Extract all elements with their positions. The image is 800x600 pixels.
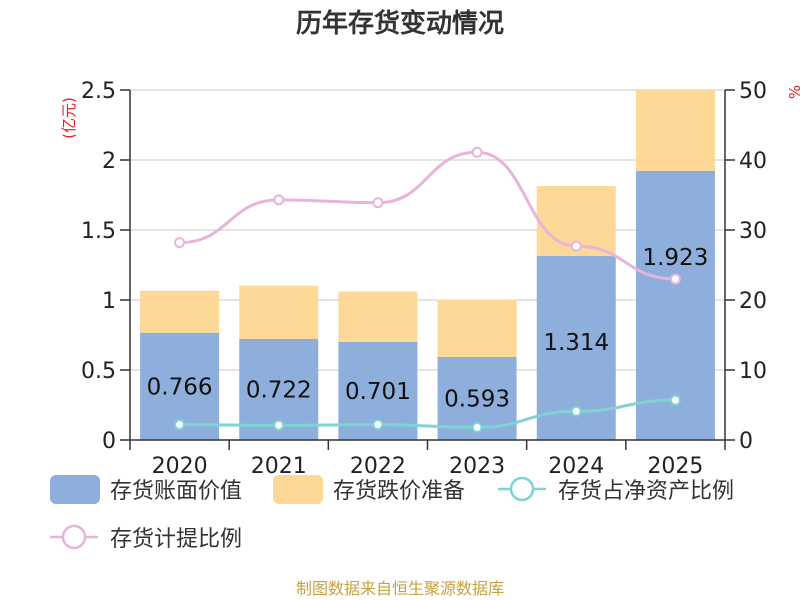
- data-labels: 0.766 0.722 0.701 0.593 1.314 1.923: [147, 245, 709, 413]
- legend-label-impairment-ratio: 存货计提比例: [110, 527, 242, 552]
- line-point: [570, 405, 582, 417]
- x-axis-tick-label: 2020: [152, 454, 208, 479]
- left-axis-tick-label: 0.5: [81, 359, 116, 384]
- bar-data-label: 0.722: [246, 377, 312, 403]
- legend-swatch-inventory-to-net-assets: [498, 476, 546, 502]
- legend-swatch-impairment-ratio: [50, 524, 98, 550]
- legend-label-inventory-impairment: 存货跌价准备: [333, 479, 465, 504]
- legend-swatch-inventory-impairment: [273, 475, 323, 504]
- right-axis-tick-label: 40: [739, 149, 767, 174]
- right-axis-tick-label: 20: [739, 289, 767, 314]
- line-series: [179, 398, 676, 429]
- bar: [140, 290, 220, 333]
- x-axis-tick-label: 2025: [647, 454, 703, 479]
- line-point: [372, 197, 384, 209]
- left-axis-tick-label: 0: [102, 429, 116, 454]
- bar-data-label: 0.766: [147, 374, 213, 400]
- bar-data-label: 0.593: [444, 386, 510, 412]
- bar: [338, 291, 418, 342]
- line-point: [471, 146, 483, 158]
- left-axis-tick-label: 2.5: [81, 79, 116, 104]
- chart-title: 历年存货变动情况: [296, 8, 504, 39]
- x-axis-tick-label: 2023: [449, 454, 505, 479]
- line-point: [570, 240, 582, 252]
- line-point: [174, 419, 186, 431]
- x-axis-tick-label: 2022: [350, 454, 406, 479]
- right-axis-tick-label: 0: [739, 429, 753, 454]
- line-layer: [174, 146, 681, 433]
- axes: 0 0.5 1 1.5 2 2.5 0 10 20 30 40 50 2020 2021 2022 2023 2…: [81, 79, 767, 479]
- right-axis-tick-label: 30: [739, 219, 767, 244]
- line-point: [669, 273, 681, 285]
- bar: [437, 299, 517, 357]
- line-series: [179, 150, 676, 281]
- line-point: [273, 419, 285, 431]
- right-axis-tick-label: 50: [739, 79, 767, 104]
- line-point: [273, 194, 285, 206]
- bar: [635, 90, 715, 171]
- x-axis-tick-label: 2021: [251, 454, 307, 479]
- line-point: [669, 394, 681, 406]
- bar: [239, 285, 319, 339]
- legend: 存货账面价值 存货跌价准备 存货占净资产比例 存货计提比例: [50, 475, 734, 552]
- right-axis-tick-label: 10: [739, 359, 767, 384]
- left-axis-tick-label: 2: [102, 149, 116, 174]
- left-axis-tick-label: 1.5: [81, 219, 116, 244]
- legend-swatch-inventory-book-value: [50, 475, 100, 504]
- grid-lines: [130, 89, 725, 371]
- right-axis-unit: %: [786, 85, 800, 99]
- left-axis-tick-label: 1: [102, 289, 116, 314]
- legend-label-inventory-to-net-assets: 存货占净资产比例: [558, 479, 734, 504]
- legend-label-inventory-book-value: 存货账面价值: [110, 479, 242, 504]
- line-point: [471, 421, 483, 433]
- left-axis-unit: (亿元): [60, 97, 78, 139]
- line-point: [174, 237, 186, 249]
- bar-data-label: 1.314: [543, 330, 609, 356]
- source-note: 制图数据来自恒生聚源数据库: [296, 579, 504, 598]
- bar-data-label: 0.701: [345, 379, 411, 405]
- x-axis-tick-label: 2024: [548, 454, 604, 479]
- bar-data-label: 1.923: [642, 245, 708, 271]
- line-point: [372, 419, 384, 431]
